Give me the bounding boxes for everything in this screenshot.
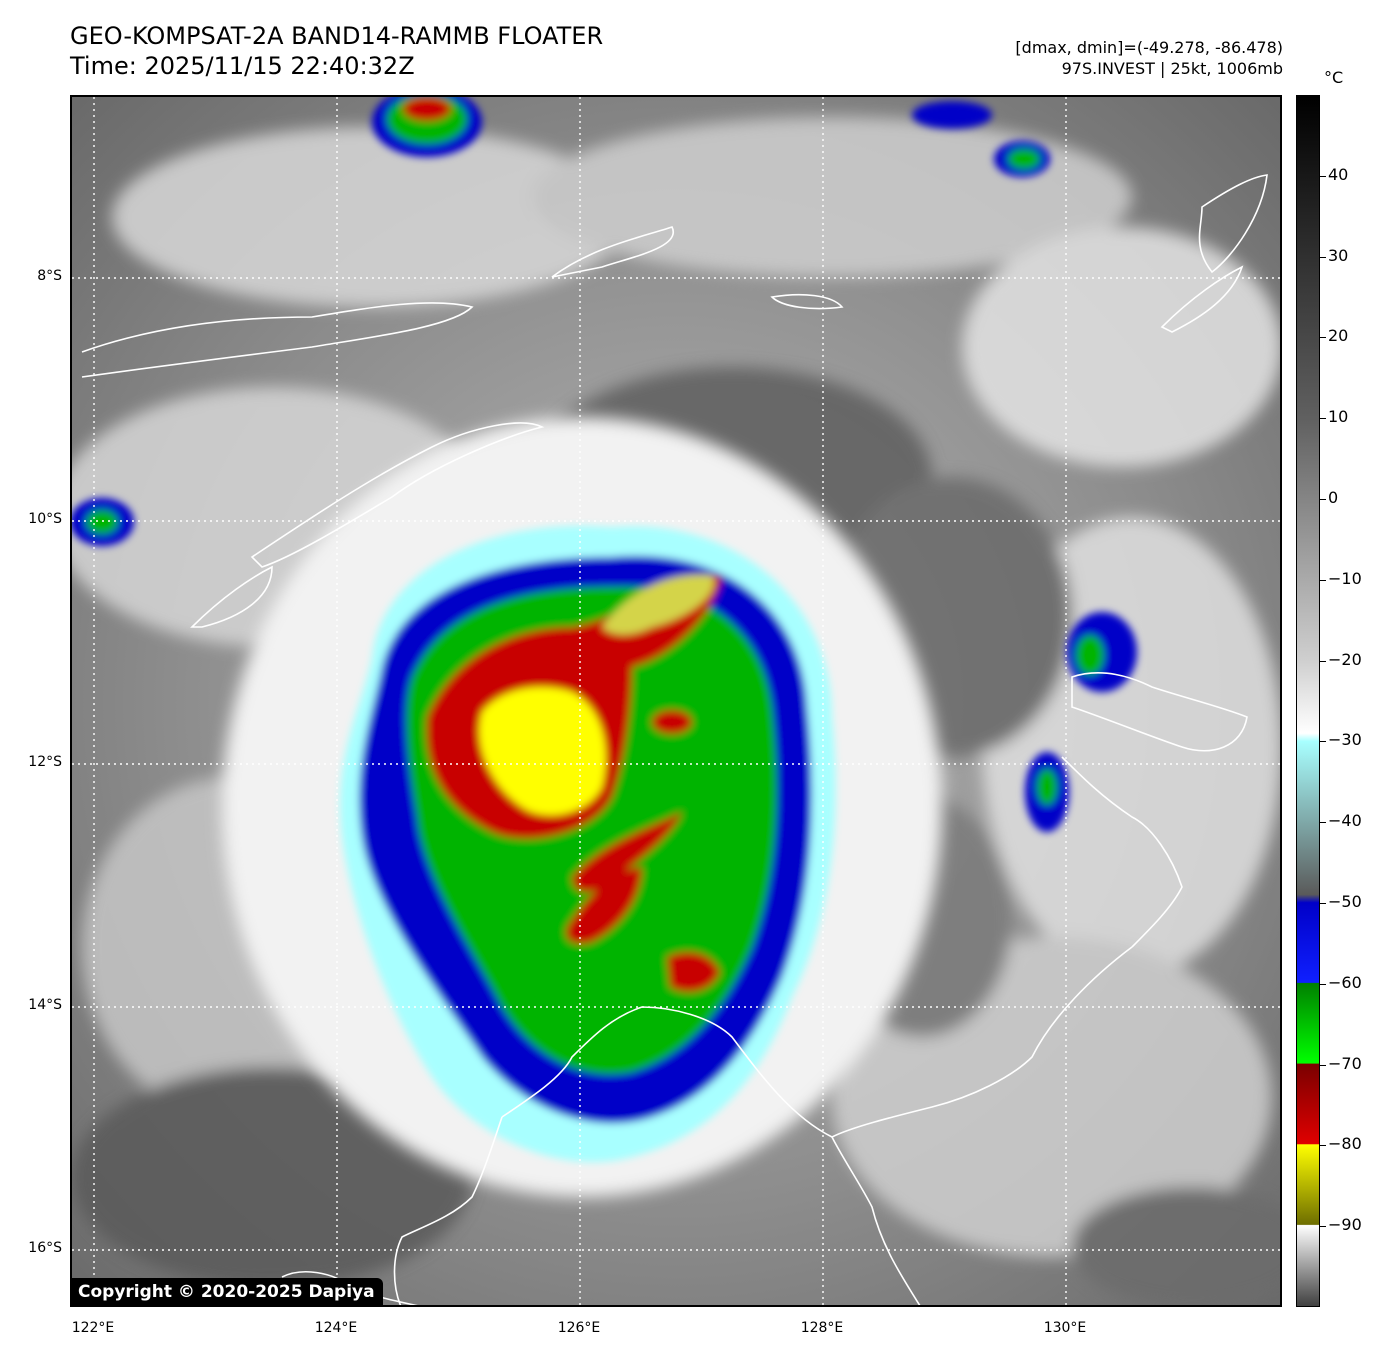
- colorbar-tick-mark: [1320, 660, 1326, 662]
- storm-info: 97S.INVEST | 25kt, 1006mb: [1061, 59, 1283, 78]
- colorbar-tick-label: −20: [1328, 649, 1362, 669]
- colorbar-tick-mark: [1320, 983, 1326, 985]
- lon-label-122e: 122°E: [71, 1320, 115, 1336]
- lon-label-130e: 130°E: [1043, 1320, 1087, 1336]
- colorbar-tick-mark: [1320, 822, 1326, 824]
- lat-label-10s: 10°S: [28, 511, 62, 527]
- satellite-imagery: [72, 97, 1280, 1305]
- colorbar-tick-label: −50: [1328, 892, 1362, 911]
- lon-label-124e: 124°E: [314, 1320, 358, 1336]
- colorbar-tick-mark: [1320, 1145, 1326, 1147]
- colorbar-tick-mark: [1320, 499, 1326, 500]
- lat-label-12s: 12°S: [28, 754, 62, 770]
- colorbar-tick-mark: [1320, 1064, 1326, 1066]
- lat-label-14s: 14°S: [28, 997, 62, 1013]
- lon-label-128e: 128°E: [800, 1320, 844, 1336]
- colorbar-tick-mark: [1320, 418, 1326, 420]
- colorbar-tick-label: −80: [1328, 1134, 1362, 1154]
- image-time: Time: 2025/11/15 22:40:32Z: [70, 52, 415, 80]
- colorbar-tick-label: 20: [1328, 326, 1349, 346]
- colorbar-tick-label: −40: [1328, 811, 1362, 831]
- colorbar-unit: °C: [1324, 68, 1344, 87]
- colorbar-tick-label: −90: [1328, 1215, 1362, 1235]
- data-range: [dmax, dmin]=(-49.278, -86.478): [1015, 38, 1283, 57]
- temperature-colorbar: [1296, 95, 1320, 1307]
- colorbar-tick-mark: [1320, 175, 1326, 177]
- copyright-notice: Copyright © 2020-2025 Dapiya: [72, 1278, 383, 1305]
- lon-label-126e: 126°E: [557, 1320, 601, 1336]
- colorbar-tick-label: −30: [1328, 730, 1362, 750]
- colorbar-tick-label: −60: [1328, 972, 1362, 992]
- lat-label-8s: 8°S: [37, 268, 62, 284]
- colorbar-tick-mark: [1320, 1226, 1326, 1228]
- colorbar-tick-mark: [1320, 903, 1326, 904]
- colorbar-tick-label: 10: [1328, 407, 1349, 427]
- satellite-map: Copyright © 2020-2025 Dapiya: [70, 95, 1282, 1307]
- colorbar-tick-label: 30: [1328, 245, 1349, 265]
- colorbar-tick-label: −70: [1328, 1053, 1362, 1073]
- colorbar-tick-mark: [1320, 256, 1326, 258]
- colorbar-tick-label: 40: [1328, 164, 1349, 184]
- colorbar-tick-mark: [1320, 579, 1326, 581]
- colorbar-tick-mark: [1320, 337, 1326, 339]
- lat-label-16s: 16°S: [28, 1240, 62, 1256]
- colorbar-tick-mark: [1320, 741, 1326, 743]
- image-title: GEO-KOMPSAT-2A BAND14-RAMMB FLOATER: [70, 22, 604, 50]
- colorbar-tick-label: −10: [1328, 568, 1362, 588]
- colorbar-tick-label: 0: [1328, 488, 1339, 507]
